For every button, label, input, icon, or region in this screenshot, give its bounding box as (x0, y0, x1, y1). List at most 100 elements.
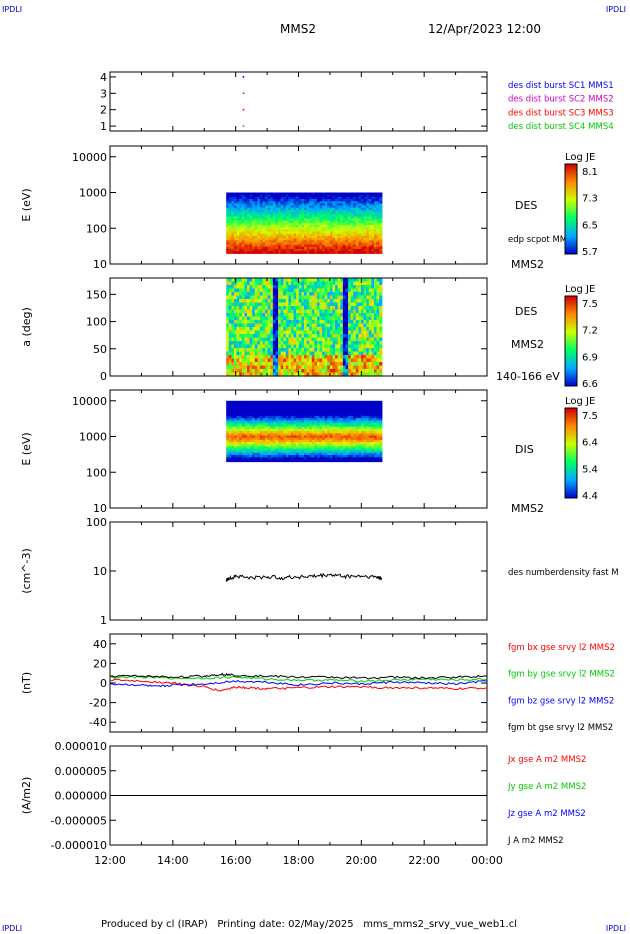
data-point (242, 76, 245, 78)
legend-entry: des numberdensity fast M (508, 568, 619, 578)
legend-entry: Jy gse A m2 MMS2 (507, 782, 586, 792)
data-point (242, 108, 245, 111)
colorbar (564, 295, 578, 387)
colorbar-tick-label: 4.4 (582, 491, 598, 502)
legend-entry: des dist burst SC1 MMS1 (508, 81, 614, 91)
y-tick-label: 100 (86, 316, 107, 329)
multi-panel-chart: 1 2 3 4 des dist burst SC1 MMS1 des dist burs… (20, 71, 619, 867)
x-tick-label: 14:00 (157, 854, 189, 867)
panel-frame (109, 71, 488, 132)
y-tick-label: -20 (89, 697, 107, 710)
y-axis-label: (nT) (20, 672, 33, 694)
series-line (109, 675, 488, 683)
y-tick-label: 0.000005 (55, 765, 108, 778)
colorbar (564, 407, 578, 499)
y-tick-label: 20 (93, 657, 107, 670)
y-tick-label: 0 (100, 677, 107, 690)
panel-density: 1 10 100 (cm^-3) des numberdensity fast M (20, 516, 619, 627)
panel-label: edp scpot MMS2 (508, 235, 578, 245)
y-tick-label: 10 (93, 502, 107, 515)
y-axis-label: (A/m2) (20, 777, 33, 815)
panel-current: -0.000010 -0.000005 0.000000 0.000005 0.0000… (20, 740, 586, 852)
y-axis-label: E (eV) (20, 432, 33, 465)
panel-des_pitch: 0 50 100 150 a (deg) DES MMS2 140-166 eV Log JE 7… (20, 277, 598, 390)
y-tick-label: 100 (86, 516, 107, 529)
legend-entry: Jx gse A m2 MMS2 (507, 755, 586, 765)
colorbar-tick-label: 6.6 (582, 379, 598, 390)
colorbar-tick-label: 6.9 (582, 352, 598, 363)
corner-label-bottom-right: IPDLI (605, 924, 626, 933)
y-tick-label: 0.000000 (55, 790, 108, 803)
series-line (225, 572, 383, 582)
y-tick-label: 0.000010 (55, 740, 108, 753)
y-tick-label: 1 (100, 120, 107, 133)
y-tick-label: 1000 (79, 187, 107, 200)
y-tick-label: 100 (86, 466, 107, 479)
data-point (242, 125, 245, 127)
panel-dis_energy: 10 100 1000 10000 E (eV) DIS MMS2 Log JE 7.5 6.4 5… (20, 389, 598, 515)
y-tick-label: -0.000005 (51, 814, 107, 827)
colorbar-tick-label: 7.5 (582, 299, 598, 310)
panel-label: MMS2 (511, 338, 544, 351)
plot-datetime: 12/Apr/2023 12:00 (428, 22, 542, 36)
y-tick-label: 3 (100, 87, 107, 100)
colorbar (564, 163, 578, 255)
y-tick-label: 10000 (72, 395, 107, 408)
legend-entry: des dist burst SC3 MMS3 (508, 108, 614, 118)
x-tick-label: 12:00 (94, 854, 126, 867)
colorbar-title: Log JE (565, 152, 595, 163)
y-tick-label: 2 (100, 104, 107, 117)
spectrogram-des_energy (226, 192, 383, 254)
y-tick-label: 4 (100, 71, 107, 84)
panel-frame (109, 521, 488, 621)
series-line (109, 672, 488, 680)
x-tick-label: 18:00 (283, 854, 315, 867)
colorbar-tick-label: 7.3 (582, 194, 598, 205)
colorbar-title: Log JE (565, 284, 595, 295)
corner-label-top-right: IPDLI (605, 5, 626, 14)
y-axis-label: a (deg) (20, 307, 33, 347)
panel-label: DES (515, 305, 537, 318)
y-tick-label: 10 (93, 565, 107, 578)
y-tick-label: -40 (89, 716, 107, 729)
colorbar-tick-label: 6.4 (582, 438, 598, 449)
colorbar-tick-label: 7.5 (582, 411, 598, 422)
colorbar-tick-label: 5.7 (582, 247, 598, 258)
y-tick-label: 40 (93, 638, 107, 651)
footer-credits: Produced by cl (IRAP) Printing date: 02/… (101, 919, 518, 930)
spacecraft-title: MMS2 (280, 22, 316, 36)
panel-label: MMS2 (511, 502, 544, 515)
y-axis-label: E (eV) (20, 188, 33, 221)
x-tick-label: 16:00 (220, 854, 252, 867)
data-point (242, 92, 245, 95)
legend-entry: fgm bt gse srvy l2 MMS2 (508, 723, 613, 733)
colorbar-tick-label: 7.2 (582, 326, 598, 337)
panel-burst: 1 2 3 4 des dist burst SC1 MMS1 des dist burs… (100, 71, 614, 133)
colorbar-title: Log JE (565, 396, 595, 407)
series-line (109, 679, 488, 688)
legend-entry: fgm bx gse srvy l2 MMS2 (508, 643, 615, 653)
y-tick-label: 10000 (72, 151, 107, 164)
panel-label: DES (515, 199, 537, 212)
y-tick-label: 1000 (79, 431, 107, 444)
panel-label: MMS2 (511, 258, 544, 271)
y-tick-label: 100 (86, 222, 107, 235)
x-tick-label: 20:00 (345, 854, 377, 867)
corner-label-top-left: IPDLI (2, 5, 23, 14)
colorbar-tick-label: 8.1 (582, 167, 598, 178)
y-tick-label: -0.000010 (51, 839, 107, 852)
corner-label-bottom-left: IPDLI (2, 924, 23, 933)
panel-label: 140-166 eV (496, 370, 560, 383)
legend-entry: des dist burst SC4 MMS4 (508, 122, 614, 132)
y-tick-label: 0 (100, 370, 107, 383)
y-tick-label: 1 (100, 614, 107, 627)
time-axis: 12:00 14:00 16:00 18:00 20:00 22:00 00:00 (94, 854, 503, 867)
panel-des_energy: 10 100 1000 10000 E (eV) DES edp scpot MMS2 MMS… (20, 145, 598, 271)
y-tick-label: 150 (86, 288, 107, 301)
spectrogram-des_pitch (226, 278, 383, 377)
legend-entry: fgm bz gse srvy l2 MMS2 (508, 696, 614, 706)
x-tick-label: 00:00 (471, 854, 503, 867)
colorbar-tick-label: 6.5 (582, 220, 598, 231)
legend-entry: fgm by gse srvy l2 MMS2 (508, 670, 615, 680)
legend-entry: J A m2 MMS2 (507, 836, 564, 846)
